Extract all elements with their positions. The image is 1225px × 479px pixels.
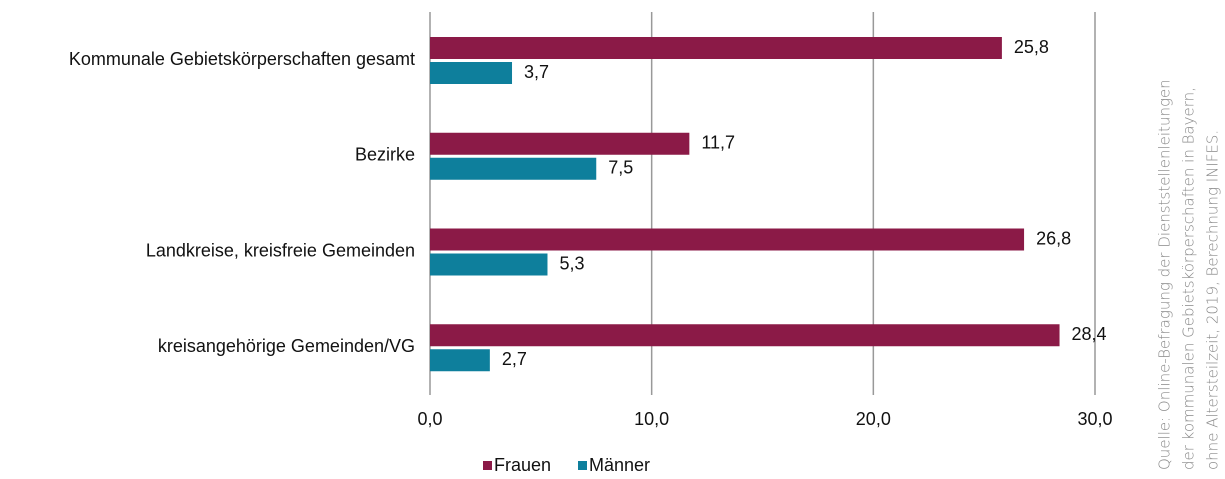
legend-swatch (578, 461, 587, 470)
value-label: 28,4 (1072, 324, 1107, 344)
bar (430, 37, 1002, 59)
x-tick-label: 20,0 (856, 409, 891, 429)
value-label: 25,8 (1014, 37, 1049, 57)
bar (430, 157, 597, 180)
value-label: 3,7 (524, 62, 549, 82)
legend-swatch (483, 461, 492, 470)
bar (430, 349, 490, 372)
category-label: Landkreise, kreisfreie Gemeinden (146, 240, 415, 260)
bar (430, 324, 1060, 347)
bar (430, 228, 1025, 251)
legend-label: Männer (589, 455, 650, 475)
category-label: Kommunale Gebietskörperschaften gesamt (69, 49, 415, 69)
x-tick-label: 10,0 (634, 409, 669, 429)
source-note: Quelle: Online-Befragung der Dienststell… (1156, 79, 1174, 470)
bar (430, 132, 690, 155)
value-label: 26,8 (1036, 228, 1071, 248)
value-label: 7,5 (608, 158, 633, 178)
x-tick-label: 0,0 (417, 409, 442, 429)
value-label: 5,3 (559, 253, 584, 273)
bar (430, 62, 513, 84)
value-label: 2,7 (502, 349, 527, 369)
legend-label: Frauen (494, 455, 551, 475)
category-label: Bezirke (355, 145, 415, 165)
x-tick-label: 30,0 (1077, 409, 1112, 429)
source-note: ohne Altersteilzeit, 2019, Berechnung IN… (1204, 130, 1222, 470)
bar (430, 253, 548, 276)
value-label: 11,7 (701, 133, 735, 153)
category-label: kreisangehörige Gemeinden/VG (158, 336, 415, 356)
source-note: der kommunalen Gebietskörperschaften in … (1180, 87, 1198, 470)
